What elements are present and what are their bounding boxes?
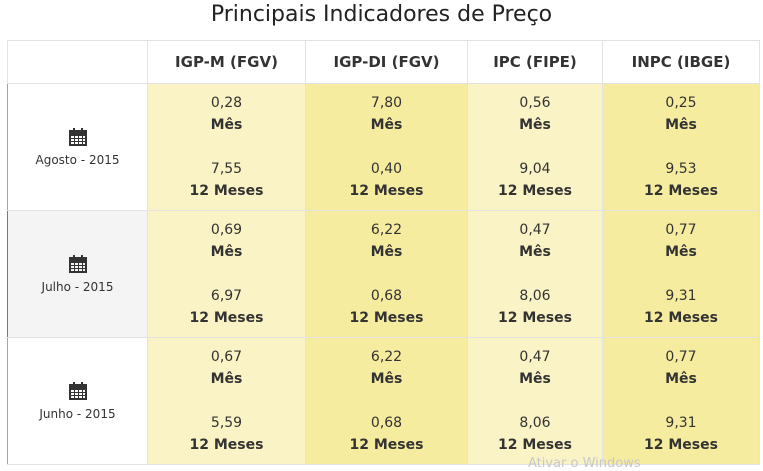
table-row: Agosto - 2015 0,28 Mês 7,55 12 Meses 7,8… <box>7 83 760 211</box>
year-value: 9,04 <box>519 161 551 177</box>
month-label: Mês <box>210 244 243 260</box>
year-value: 0,68 <box>370 415 403 431</box>
year-value: 7,55 <box>210 161 243 177</box>
year-label: 12 Meses <box>349 437 424 453</box>
year-value: 9,31 <box>665 415 697 431</box>
value-cell-igpm: 0,28 Mês 7,55 12 Meses <box>147 83 306 211</box>
year-label: 12 Meses <box>644 310 718 326</box>
table-row: Junho - 2015 0,67 Mês 5,59 12 Meses 6,22… <box>7 337 760 465</box>
period-label: Junho - 2015 <box>39 407 116 421</box>
year-label: 12 Meses <box>189 183 264 199</box>
month-label: Mês <box>665 371 697 387</box>
value-cell-inpc: 0,25 Mês 9,53 12 Meses <box>602 83 760 211</box>
year-label: 12 Meses <box>349 310 424 326</box>
month-label: Mês <box>519 117 551 133</box>
calendar-icon <box>68 128 87 146</box>
period-label: Agosto - 2015 <box>35 153 120 167</box>
year-label: 12 Meses <box>498 183 572 199</box>
period-cell: Agosto - 2015 <box>7 83 148 211</box>
month-label: Mês <box>370 117 403 133</box>
column-header-inpc: INPC (IBGE) <box>602 40 760 84</box>
year-value: 0,68 <box>370 288 403 304</box>
month-value: 0,77 <box>665 349 697 365</box>
period-cell: Junho - 2015 <box>7 337 148 465</box>
value-cell-ipc: 0,47 Mês 8,06 12 Meses <box>467 210 603 338</box>
year-value: 9,31 <box>665 288 697 304</box>
header-row: IGP-M (FGV) IGP-DI (FGV) IPC (FIPE) INPC… <box>7 40 760 84</box>
value-cell-igpdi: 6,22 Mês 0,68 12 Meses <box>305 337 468 465</box>
calendar-icon <box>68 255 87 273</box>
value-cell-inpc: 0,77 Mês 9,31 12 Meses <box>602 337 760 465</box>
year-value: 6,97 <box>210 288 243 304</box>
value-cell-igpdi: 6,22 Mês 0,68 12 Meses <box>305 210 468 338</box>
header-corner <box>7 40 148 84</box>
period-cell: Julho - 2015 <box>7 210 148 338</box>
month-label: Mês <box>665 244 697 260</box>
year-label: 12 Meses <box>644 437 718 453</box>
windows-activation-watermark: Ativar o Windows <box>528 456 641 471</box>
year-label: 12 Meses <box>349 183 424 199</box>
value-cell-igpm: 0,67 Mês 5,59 12 Meses <box>147 337 306 465</box>
month-label: Mês <box>370 244 403 260</box>
year-label: 12 Meses <box>498 310 572 326</box>
month-value: 7,80 <box>370 95 403 111</box>
year-label: 12 Meses <box>498 437 572 453</box>
month-value: 0,25 <box>665 95 697 111</box>
column-header-ipc: IPC (FIPE) <box>467 40 603 84</box>
month-value: 0,28 <box>210 95 243 111</box>
month-value: 0,56 <box>519 95 551 111</box>
column-header-igpm: IGP-M (FGV) <box>147 40 306 84</box>
year-value: 8,06 <box>519 288 551 304</box>
month-label: Mês <box>370 371 403 387</box>
month-label: Mês <box>210 117 243 133</box>
month-value: 0,47 <box>519 222 551 238</box>
month-label: Mês <box>665 117 697 133</box>
page-title: Principais Indicadores de Preço <box>210 2 553 27</box>
month-value: 0,69 <box>210 222 243 238</box>
year-label: 12 Meses <box>189 310 264 326</box>
value-cell-inpc: 0,77 Mês 9,31 12 Meses <box>602 210 760 338</box>
value-cell-igpdi: 7,80 Mês 0,40 12 Meses <box>305 83 468 211</box>
month-label: Mês <box>519 244 551 260</box>
indicators-table: IGP-M (FGV) IGP-DI (FGV) IPC (FIPE) INPC… <box>7 40 760 465</box>
year-value: 5,59 <box>210 415 243 431</box>
month-label: Mês <box>519 371 551 387</box>
month-label: Mês <box>210 371 243 387</box>
month-value: 6,22 <box>370 222 403 238</box>
column-header-igpdi: IGP-DI (FGV) <box>305 40 468 84</box>
month-value: 0,77 <box>665 222 697 238</box>
year-value: 8,06 <box>519 415 551 431</box>
period-label: Julho - 2015 <box>41 280 114 294</box>
month-value: 0,47 <box>519 349 551 365</box>
table-row: Julho - 2015 0,69 Mês 6,97 12 Meses 6,22… <box>7 210 760 338</box>
calendar-icon <box>68 382 87 400</box>
value-cell-ipc: 0,47 Mês 8,06 12 Meses <box>467 337 603 465</box>
year-label: 12 Meses <box>189 437 264 453</box>
month-value: 0,67 <box>210 349 243 365</box>
month-value: 6,22 <box>370 349 403 365</box>
year-label: 12 Meses <box>644 183 718 199</box>
year-value: 9,53 <box>665 161 697 177</box>
value-cell-ipc: 0,56 Mês 9,04 12 Meses <box>467 83 603 211</box>
value-cell-igpm: 0,69 Mês 6,97 12 Meses <box>147 210 306 338</box>
year-value: 0,40 <box>370 161 403 177</box>
